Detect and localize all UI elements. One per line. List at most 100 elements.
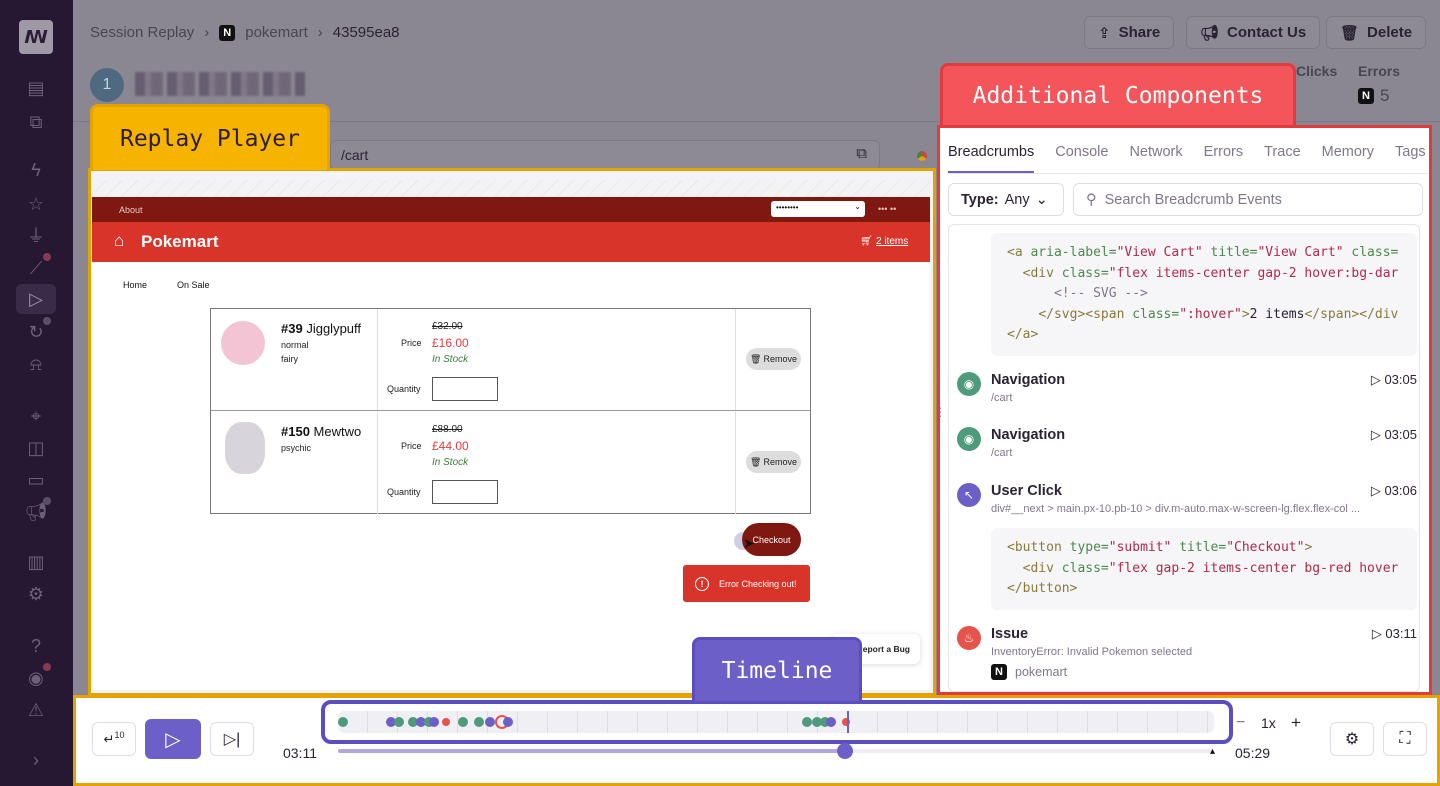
language-select[interactable]: •••••••• ⌄: [771, 201, 865, 217]
timeline-event-navigation[interactable]: [474, 717, 485, 727]
settings-icon[interactable]: ⚙: [27, 584, 45, 604]
stats-icon[interactable]: ▥: [27, 552, 45, 572]
timeline-event-navigation[interactable]: [407, 717, 418, 727]
scrubber[interactable]: [338, 743, 1212, 759]
settings-button[interactable]: ⚙: [1330, 722, 1374, 756]
site-header: ⌂ Pokemart 🛒︎ 2 items: [92, 222, 930, 262]
timeline-event-navigation[interactable]: [812, 717, 823, 727]
breadcrumb-session-replay[interactable]: Session Replay: [90, 24, 195, 41]
zoom-out-button[interactable]: −: [1236, 714, 1246, 731]
timeline-event-click[interactable]: [484, 717, 495, 727]
cart-row: #39 Jigglypuff normal fairy £32.00 Price…: [211, 309, 810, 411]
timeline-event-navigation[interactable]: [338, 717, 349, 727]
help-icon[interactable]: ?: [30, 636, 41, 656]
share-button[interactable]: ⇪ Share: [1084, 16, 1175, 49]
crumb-time[interactable]: ▷ 03:05: [1370, 372, 1417, 387]
tab-network[interactable]: Network: [1129, 144, 1183, 160]
search-icon: ⚲: [1086, 191, 1097, 208]
tab-console[interactable]: Console: [1055, 144, 1109, 160]
quantity-input[interactable]: [432, 480, 498, 504]
replay-icon[interactable]: ▷: [16, 284, 56, 314]
search-breadcrumbs-input[interactable]: ⚲ Search Breadcrumb Events: [1073, 183, 1423, 216]
account-link[interactable]: ••• ••: [878, 204, 897, 214]
org-logo[interactable]: ꟿ: [19, 20, 53, 54]
mewtwo-image: [225, 422, 265, 474]
next-button[interactable]: ▷|: [210, 722, 254, 756]
star-icon[interactable]: ☆: [27, 194, 45, 214]
timeline-event-click[interactable]: [415, 717, 426, 727]
annotation-timeline: Timeline: [692, 637, 862, 701]
delete-button[interactable]: 🗑︎ Delete: [1326, 16, 1427, 49]
cart-link[interactable]: 2 items: [876, 236, 909, 247]
error-message: Error Checking out!: [719, 578, 797, 589]
nextjs-icon: N: [1358, 88, 1374, 104]
timeline-event-error[interactable]: [442, 718, 451, 726]
timeline-event-error[interactable]: [841, 718, 850, 726]
type-filter[interactable]: Type: Any ⌄: [948, 183, 1064, 216]
history-icon[interactable]: ↻: [24, 317, 51, 344]
rewind-10-button[interactable]: ↵10: [92, 722, 136, 756]
tab-errors[interactable]: Errors: [1203, 144, 1244, 160]
nav-on-sale[interactable]: On Sale: [177, 280, 210, 290]
megaphone-icon[interactable]: 📢︎: [24, 497, 51, 524]
releases-icon[interactable]: ▭: [27, 470, 45, 490]
cart-icon: 🛒︎: [860, 236, 873, 247]
item-number: #39: [281, 321, 303, 336]
breadcrumb-item[interactable]: ◉ Navigation /cart ▷ 03:05: [957, 427, 1417, 467]
dashboards-icon[interactable]: ◫: [27, 438, 45, 458]
timeline-event-navigation[interactable]: [458, 717, 469, 727]
projects-icon[interactable]: ⧉: [29, 112, 43, 132]
issues-icon[interactable]: ▤: [27, 78, 45, 98]
timeline-event-click[interactable]: [428, 717, 439, 727]
copy-icon[interactable]: ⧉: [856, 145, 867, 162]
crumb-subtitle: InventoryError: Invalid Pokemon selected: [991, 646, 1193, 658]
zoom-in-button[interactable]: +: [1291, 713, 1301, 732]
resize-handle[interactable]: ⋮: [934, 405, 946, 419]
timeline-event-click[interactable]: [386, 717, 397, 727]
crumb-project[interactable]: pokemart: [1015, 665, 1068, 679]
url-bar[interactable]: /cart ⧉: [330, 140, 880, 170]
expand-sidebar-icon[interactable]: ›: [33, 750, 39, 770]
about-link[interactable]: About: [119, 205, 143, 215]
performance-icon[interactable]: ϟ: [31, 160, 41, 180]
checkout-button[interactable]: Checkout: [742, 523, 801, 556]
timeline-event-click[interactable]: [825, 717, 836, 727]
breadcrumb-item[interactable]: ♨ Issue InventoryError: Invalid Pokemon …: [957, 626, 1417, 686]
filter-icon[interactable]: ⏚: [27, 226, 45, 246]
chart-icon[interactable]: ⟋: [24, 253, 51, 280]
broadcast-icon[interactable]: ◉: [24, 663, 51, 690]
scrubber-handle[interactable]: [837, 743, 854, 759]
timeline-event-navigation[interactable]: [423, 717, 434, 727]
quantity-input[interactable]: [432, 377, 498, 401]
upload-icon: ⇪: [1098, 24, 1111, 42]
timeline-event-navigation[interactable]: [394, 717, 405, 727]
remove-button[interactable]: 🗑︎ Remove: [746, 451, 801, 473]
speed-indicator[interactable]: 1x: [1261, 715, 1276, 731]
crumb-time[interactable]: ▷ 03:05: [1370, 427, 1417, 442]
timeline-track[interactable]: [338, 711, 1214, 733]
tab-trace[interactable]: Trace: [1264, 144, 1301, 160]
tab-tags[interactable]: Tags: [1395, 144, 1426, 160]
warning-icon[interactable]: ⚠: [27, 700, 45, 720]
timeline-event-navigation[interactable]: [820, 717, 831, 727]
item-name: Mewtwo: [313, 424, 362, 439]
discover-icon[interactable]: ⌖: [30, 406, 42, 426]
crumb-time[interactable]: ▷ 03:11: [1371, 626, 1417, 641]
timeline-event-navigation[interactable]: [801, 717, 812, 727]
remove-button[interactable]: 🗑︎ Remove: [746, 348, 801, 370]
breadcrumb-item[interactable]: ◉ Navigation /cart ▷ 03:05: [957, 372, 1417, 412]
tab-breadcrumbs[interactable]: Breadcrumbs: [948, 136, 1035, 173]
timeline-event-click[interactable]: [503, 717, 514, 727]
contact-us-button[interactable]: 📢︎ Contact Us: [1186, 16, 1321, 49]
breadcrumb-item[interactable]: ↖ User Click div#__next > main.px-10.pb-…: [957, 483, 1417, 523]
tab-memory[interactable]: Memory: [1321, 144, 1375, 160]
crumb-time[interactable]: ▷ 03:06: [1370, 483, 1417, 498]
fullscreen-button[interactable]: ⛶: [1383, 722, 1427, 756]
play-button[interactable]: ▷: [145, 719, 201, 759]
breadcrumb-project[interactable]: pokemart: [245, 24, 308, 41]
site-brand[interactable]: Pokemart: [141, 232, 219, 251]
alerts-icon[interactable]: ⍾: [30, 354, 42, 374]
nav-home[interactable]: Home: [123, 280, 148, 290]
breadcrumb-replay-id: 43595ea8: [332, 24, 400, 41]
